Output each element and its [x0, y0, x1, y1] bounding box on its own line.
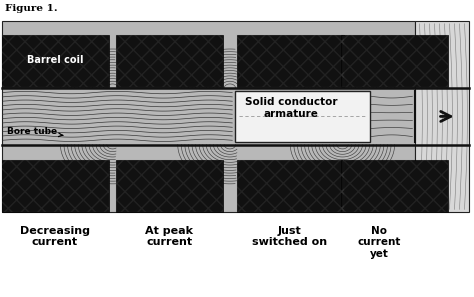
- Bar: [2, 21, 415, 212]
- Text: Just
switched on: Just switched on: [252, 226, 327, 247]
- Text: Figure 1.: Figure 1.: [5, 4, 57, 13]
- Bar: [341, 160, 448, 212]
- Bar: [2, 160, 109, 212]
- Bar: [237, 160, 344, 212]
- Bar: [415, 21, 469, 212]
- Text: Barrel coil: Barrel coil: [27, 55, 84, 65]
- Bar: [2, 35, 109, 87]
- Bar: [2, 160, 109, 212]
- Bar: [116, 35, 223, 87]
- Text: Bore tube: Bore tube: [7, 127, 63, 137]
- Bar: [235, 91, 370, 142]
- Bar: [116, 160, 223, 212]
- Text: Solid conductor
armature: Solid conductor armature: [245, 97, 337, 119]
- Bar: [341, 35, 448, 87]
- Bar: [237, 35, 344, 87]
- Bar: [116, 160, 223, 212]
- Bar: [341, 160, 448, 212]
- Text: At peak
current: At peak current: [145, 226, 193, 247]
- Text: Decreasing
current: Decreasing current: [19, 226, 90, 247]
- Bar: [237, 160, 344, 212]
- Text: No
current
yet: No current yet: [357, 226, 401, 259]
- Bar: [237, 35, 344, 87]
- Bar: [2, 35, 109, 87]
- Bar: [341, 35, 448, 87]
- Bar: [116, 35, 223, 87]
